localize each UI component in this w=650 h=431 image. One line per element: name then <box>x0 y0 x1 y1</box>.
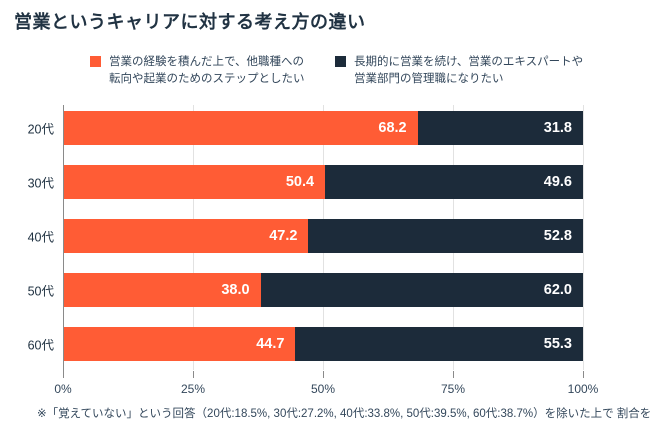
bar-row-40代: 40代 47.2 52.8 <box>28 219 583 253</box>
gridline-100 <box>583 105 584 370</box>
x-tick-label: 25% <box>180 382 206 396</box>
bar-segment-step-to-other-career: 47.2 <box>63 219 309 253</box>
x-tick-mark-100% <box>583 371 584 378</box>
legend-label: 長期的に営業を続け、営業のエキスパートや 営業部門の管理職になりたい <box>354 54 583 87</box>
legend-swatch-orange-icon <box>90 56 101 67</box>
category-label: 60代 <box>27 338 54 353</box>
plot-area: 20代 68.2 31.8 30代 50.4 49.6 40代 47.2 52.8 50代 38.0… <box>28 105 598 396</box>
legend-item-step-to-other-career: 営業の経験を積んだ上で、他職種への 転向や起業のためのステップとしたい <box>90 54 305 87</box>
bar-row-20代: 20代 68.2 31.8 <box>28 111 583 145</box>
y-axis-line <box>63 105 64 377</box>
bar-segment-long-term-sales: 55.3 <box>295 327 583 361</box>
bar-value-label: 55.3 <box>543 336 572 352</box>
bar-value-label: 44.7 <box>256 336 285 352</box>
bar-segment-long-term-sales: 52.8 <box>308 219 583 253</box>
legend-swatch-navy-icon <box>335 56 346 67</box>
x-tick-mark-50% <box>323 371 324 378</box>
legend-label: 営業の経験を積んだ上で、他職種への 転向や起業のためのステップとしたい <box>109 54 305 87</box>
bar-value-label: 38.0 <box>221 282 250 298</box>
category-label: 50代 <box>27 284 54 299</box>
bar-segment-long-term-sales: 62.0 <box>260 273 583 307</box>
legend-item-long-term-sales: 長期的に営業を続け、営業のエキスパートや 営業部門の管理職になりたい <box>335 54 583 87</box>
bar-segment-step-to-other-career: 68.2 <box>63 111 418 145</box>
category-label: 20代 <box>27 122 54 137</box>
bar-value-label: 31.8 <box>543 120 572 136</box>
legend-label-line1: 営業の経験を積んだ上で、他職種への <box>109 56 305 68</box>
x-tick-mark-75% <box>453 371 454 378</box>
chart-legend: 営業の経験を積んだ上で、他職種への 転向や起業のためのステップとしたい 長期的に… <box>0 54 650 94</box>
chart-title: 営業というキャリアに対する考え方の違い <box>14 12 366 32</box>
bar-value-label: 49.6 <box>543 174 572 190</box>
x-tick-mark-25% <box>193 371 194 378</box>
x-tick-label: 100% <box>567 382 599 396</box>
bar-value-label: 47.2 <box>269 228 298 244</box>
bar-segment-long-term-sales: 49.6 <box>325 165 583 199</box>
bar-value-label: 68.2 <box>378 120 407 136</box>
bar-segment-step-to-other-career: 50.4 <box>63 165 326 199</box>
legend-label-line1: 長期的に営業を続け、営業のエキスパートや <box>354 56 584 68</box>
x-tick-label: 0% <box>54 382 72 396</box>
bar-segment-step-to-other-career: 38.0 <box>63 273 261 307</box>
x-tick-label: 75% <box>440 382 466 396</box>
bar-row-30代: 30代 50.4 49.6 <box>28 165 583 199</box>
x-tick-label: 50% <box>310 382 336 396</box>
footnote: ※「覚えていない」という回答（20代:18.5%, 30代:27.2%, 40代… <box>37 408 650 420</box>
bar-segment-long-term-sales: 31.8 <box>417 111 583 145</box>
bar-value-label: 52.8 <box>543 228 572 244</box>
legend-label-line2: 営業部門の管理職になりたい <box>354 72 504 85</box>
category-label: 30代 <box>27 176 54 191</box>
bar-value-label: 62.0 <box>543 282 572 298</box>
bar-row-50代: 50代 38.0 62.0 <box>28 273 583 307</box>
legend-label-line2: 転向や起業のためのステップとしたい <box>109 72 305 85</box>
bar-segment-step-to-other-career: 44.7 <box>63 327 296 361</box>
bar-row-60代: 60代 44.7 55.3 <box>28 327 583 361</box>
category-label: 40代 <box>27 230 54 245</box>
bar-value-label: 50.4 <box>285 174 315 190</box>
